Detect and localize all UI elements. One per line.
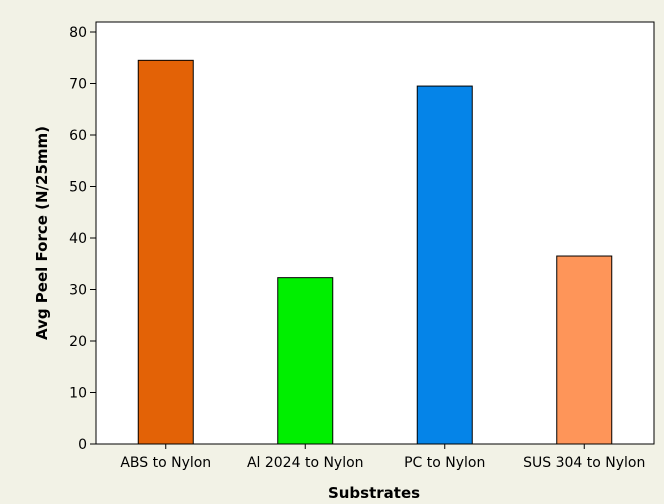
y-tick-label: 20 xyxy=(69,334,87,350)
y-tick-label: 10 xyxy=(69,386,87,402)
bar-sus-304-to-nylon xyxy=(556,255,613,445)
x-axis-title: Substrates xyxy=(328,484,420,502)
y-tick-label: 30 xyxy=(69,283,87,299)
bar-pc-to-nylon xyxy=(416,85,473,445)
y-tick-label: 60 xyxy=(69,128,87,144)
y-tick-label: 0 xyxy=(78,437,87,453)
y-axis-title: Avg Peel Force (N/25mm) xyxy=(33,126,51,340)
x-axis: ABS to Nylon Al 2024 to Nylon PC to Nylon S… xyxy=(120,444,645,471)
x-tick-label: PC to Nylon xyxy=(404,455,485,471)
y-tick-label: 70 xyxy=(69,77,87,93)
bar-abs-to-nylon xyxy=(137,59,194,445)
x-tick-label: ABS to Nylon xyxy=(120,455,211,471)
y-tick-label: 80 xyxy=(69,25,87,41)
bar-al-2024-to-nylon xyxy=(277,277,334,445)
x-tick-label: Al 2024 to Nylon xyxy=(247,455,364,471)
x-tick-label: SUS 304 to Nylon xyxy=(523,455,645,471)
y-tick-label: 50 xyxy=(69,180,87,196)
y-tick-label: 40 xyxy=(69,231,87,247)
y-axis: 0 10 20 30 40 50 60 70 80 xyxy=(69,25,97,453)
